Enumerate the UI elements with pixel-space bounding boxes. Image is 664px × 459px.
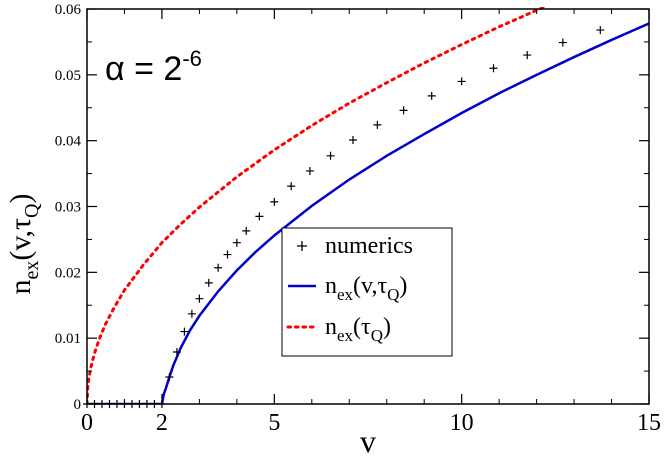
ticks-layer: 0 0.01 0.02 0.03 0.04 0.05 0.06 0 2 5 10 15 bbox=[55, 2, 661, 436]
x-tick-label: 5 bbox=[268, 410, 280, 436]
legend-entry-numerics: numerics bbox=[297, 233, 413, 259]
numerics-point bbox=[214, 263, 223, 272]
x-axis-label: v bbox=[360, 423, 376, 459]
legend-label-nex-v-tauq: nex(v,τQ) bbox=[325, 273, 407, 304]
numerics-point bbox=[287, 182, 296, 191]
alpha-annotation-exponent: -6 bbox=[182, 46, 202, 71]
numerics-point bbox=[326, 151, 335, 160]
x-tick-label: 10 bbox=[450, 410, 474, 436]
numerics-point bbox=[596, 26, 605, 35]
legend-label-numerics: numerics bbox=[325, 233, 413, 259]
numerics-point bbox=[165, 373, 174, 382]
numerics-point bbox=[270, 197, 279, 206]
legend-plus-icon bbox=[297, 241, 307, 251]
y-tick-label: 0.04 bbox=[55, 134, 82, 150]
y-tick-label: 0.03 bbox=[55, 200, 81, 216]
numerics-point bbox=[373, 120, 382, 129]
y-tick-label: 0 bbox=[74, 397, 82, 413]
numerics-point bbox=[195, 294, 204, 303]
numerics-point bbox=[349, 136, 358, 145]
numerics-point bbox=[187, 309, 196, 318]
legend-entry-nex-tauq: nex(τQ) bbox=[286, 314, 391, 345]
numerics-point bbox=[223, 250, 232, 259]
x-tick-label: 2 bbox=[156, 410, 168, 436]
x-tick-label: 0 bbox=[81, 410, 93, 436]
legend-label-nex-tauq: nex(τQ) bbox=[325, 314, 391, 345]
y-tick-label: 0.01 bbox=[55, 331, 81, 347]
numerics-point bbox=[523, 51, 532, 60]
numerics-point bbox=[180, 327, 189, 336]
numerics-point bbox=[305, 166, 314, 175]
legend-plus-marker bbox=[297, 241, 307, 251]
numerics-point bbox=[558, 38, 567, 47]
y-tick-label: 0.06 bbox=[55, 2, 82, 18]
numerics-point bbox=[242, 226, 251, 235]
numerics-point bbox=[204, 278, 213, 287]
numerics-point bbox=[489, 64, 498, 73]
series-nex-tauq-line bbox=[87, 7, 548, 404]
y-tick-label: 0.02 bbox=[55, 265, 81, 281]
numerics-point bbox=[427, 91, 436, 100]
y-tick-label: 0.05 bbox=[55, 68, 81, 84]
alpha-annotation: α = 2-6 bbox=[105, 46, 202, 88]
numerics-point bbox=[399, 106, 408, 115]
numerics-point bbox=[255, 212, 264, 221]
numerics-point bbox=[232, 238, 241, 247]
y-axis-label: nex(v,τQ) bbox=[4, 194, 43, 295]
legend-box bbox=[281, 227, 453, 357]
numerics-point bbox=[172, 347, 181, 356]
legend-entry-nex-v-tauq: nex(v,τQ) bbox=[288, 273, 407, 304]
alpha-annotation-base: α = 2 bbox=[105, 50, 182, 88]
numerics-point bbox=[457, 77, 466, 86]
legend: numerics nex(v,τQ) nex(τQ) bbox=[281, 227, 453, 357]
x-tick-label: 15 bbox=[637, 410, 661, 436]
